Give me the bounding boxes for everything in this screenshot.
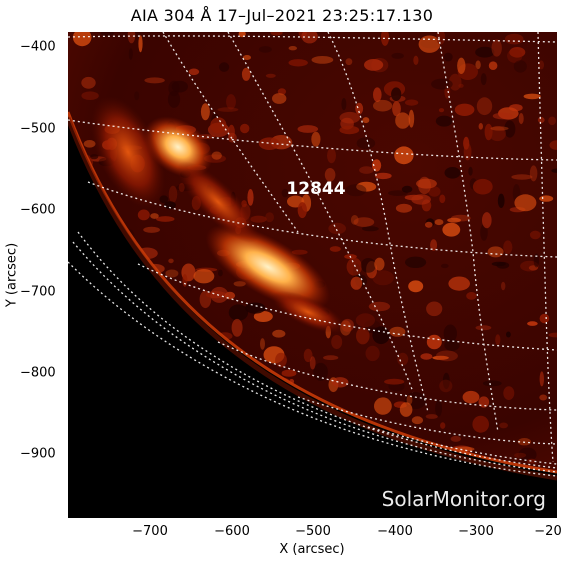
x-axis-label: X (arcsec) bbox=[279, 542, 345, 557]
solar-image: 12844 SolarMonitor.org bbox=[68, 32, 557, 518]
x-tick: −600 bbox=[214, 524, 250, 539]
y-tick: −600 bbox=[20, 202, 56, 218]
x-tick: −400 bbox=[377, 524, 413, 539]
y-tick: −900 bbox=[20, 446, 56, 462]
y-tick: −500 bbox=[20, 121, 56, 137]
x-tick: −500 bbox=[295, 524, 331, 539]
y-tick: −800 bbox=[20, 365, 56, 381]
image-title: AIA 304 Å 17–Jul–2021 23:25:17.130 bbox=[130, 6, 434, 25]
x-tick: −700 bbox=[132, 524, 168, 539]
x-tick: −20 bbox=[534, 524, 562, 539]
y-axis-label: Y (arcsec) bbox=[4, 242, 20, 308]
heliographic-grid bbox=[68, 32, 557, 477]
active-region-flare bbox=[205, 224, 331, 310]
watermark: SolarMonitor.org bbox=[382, 487, 546, 511]
x-tick: −300 bbox=[458, 524, 494, 539]
region-label: 12844 bbox=[286, 179, 345, 199]
y-tick: −700 bbox=[20, 284, 56, 300]
y-tick: −400 bbox=[20, 39, 56, 55]
